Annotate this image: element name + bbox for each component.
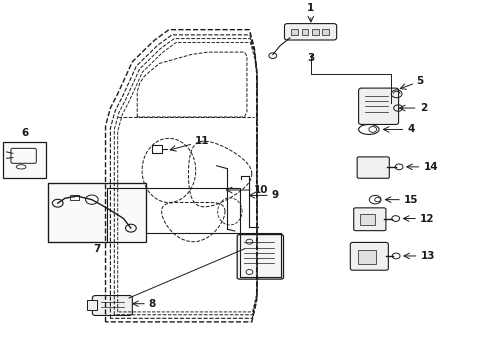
Text: 2: 2 bbox=[419, 103, 427, 113]
Text: 7: 7 bbox=[93, 244, 100, 254]
Bar bbox=[322, 28, 328, 35]
Bar bbox=[87, 300, 97, 310]
Text: 14: 14 bbox=[423, 162, 437, 172]
FancyBboxPatch shape bbox=[358, 88, 398, 125]
FancyBboxPatch shape bbox=[353, 208, 385, 231]
Bar bbox=[152, 145, 161, 153]
Bar bbox=[357, 249, 375, 264]
Text: 12: 12 bbox=[419, 213, 434, 224]
Bar bbox=[359, 213, 374, 225]
Bar bbox=[3, 142, 46, 177]
FancyBboxPatch shape bbox=[92, 296, 132, 315]
FancyBboxPatch shape bbox=[349, 242, 387, 270]
Text: 8: 8 bbox=[148, 299, 155, 309]
FancyBboxPatch shape bbox=[356, 157, 388, 178]
FancyBboxPatch shape bbox=[237, 235, 283, 279]
Bar bbox=[70, 195, 79, 200]
Text: 4: 4 bbox=[407, 125, 414, 134]
Text: 15: 15 bbox=[403, 195, 418, 204]
Bar bbox=[48, 183, 145, 242]
Bar bbox=[311, 28, 318, 35]
FancyBboxPatch shape bbox=[284, 24, 336, 40]
Text: 9: 9 bbox=[271, 190, 278, 201]
Text: 10: 10 bbox=[254, 185, 268, 195]
Text: 5: 5 bbox=[416, 76, 423, 86]
Text: 13: 13 bbox=[420, 251, 434, 261]
Text: 1: 1 bbox=[306, 3, 314, 13]
Text: 6: 6 bbox=[21, 128, 28, 138]
Text: 11: 11 bbox=[194, 136, 209, 146]
Bar bbox=[301, 28, 308, 35]
Text: 3: 3 bbox=[307, 53, 314, 63]
Bar bbox=[291, 28, 298, 35]
